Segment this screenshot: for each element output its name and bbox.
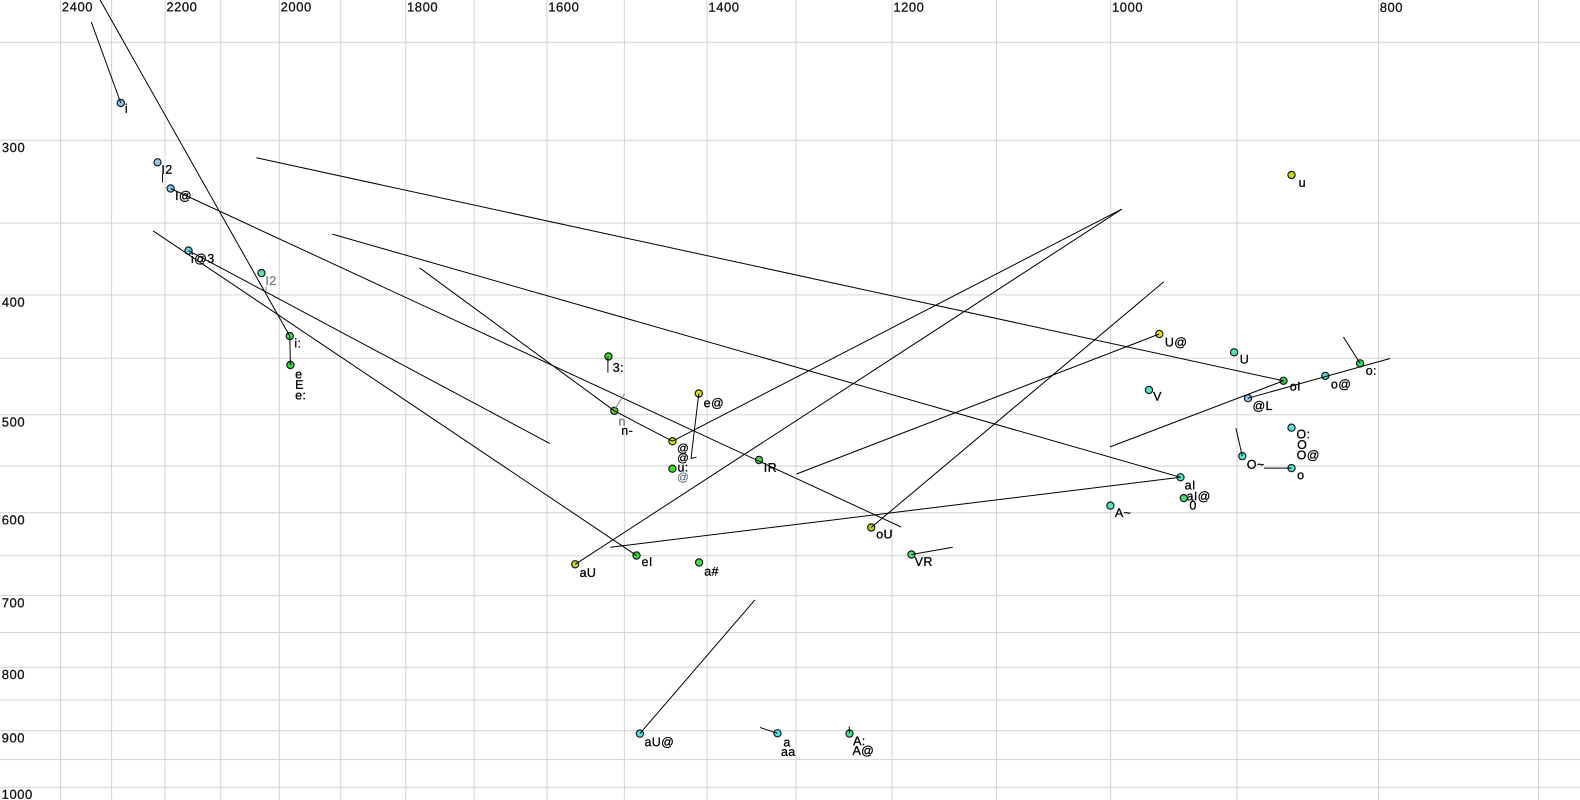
svg-text:O@: O@	[1297, 448, 1320, 462]
svg-text:U: U	[1240, 353, 1249, 367]
svg-text:600: 600	[2, 512, 25, 527]
svg-text:900: 900	[2, 730, 25, 745]
svg-text:300: 300	[2, 140, 25, 155]
svg-text:1600: 1600	[548, 0, 579, 15]
svg-text:2200: 2200	[166, 0, 197, 14]
svg-text:A@: A@	[852, 744, 874, 758]
svg-text:1000: 1000	[2, 787, 33, 800]
svg-text:E: E	[295, 378, 304, 392]
svg-text:@: @	[677, 453, 689, 465]
svg-text:400: 400	[2, 295, 25, 310]
svg-text:o@: o@	[1331, 377, 1351, 391]
svg-text:1400: 1400	[708, 0, 739, 15]
svg-text:@: @	[677, 472, 689, 484]
svg-text:700: 700	[2, 595, 25, 610]
svg-text:I@: I@	[175, 189, 192, 203]
svg-text:o:: o:	[1366, 364, 1377, 378]
svg-text:800: 800	[2, 667, 25, 682]
svg-text:2400: 2400	[62, 0, 93, 14]
svg-text:U@: U@	[1165, 335, 1187, 349]
svg-text:a: a	[783, 735, 790, 749]
svg-text:eI: eI	[642, 555, 653, 569]
svg-text:aI@: aI@	[1187, 489, 1211, 503]
svg-text:oU: oU	[876, 527, 893, 541]
svg-text:o: o	[1297, 468, 1304, 482]
svg-text:i@3: i@3	[191, 252, 214, 266]
svg-text:0: 0	[1189, 499, 1196, 513]
svg-text:aU@: aU@	[644, 735, 674, 749]
svg-text:V: V	[1153, 390, 1162, 404]
svg-text:u:: u:	[677, 461, 688, 475]
svg-text:IR: IR	[764, 461, 777, 475]
svg-text:1200: 1200	[893, 0, 924, 15]
svg-text:A:: A:	[853, 734, 866, 748]
svg-text:O:: O:	[1296, 427, 1310, 441]
svg-text:VR: VR	[915, 555, 933, 569]
svg-text:A~: A~	[1115, 506, 1131, 520]
svg-text:1800: 1800	[407, 0, 438, 14]
svg-text:a#: a#	[704, 564, 719, 578]
svg-text:aU: aU	[580, 566, 597, 580]
svg-text:oI: oI	[1290, 379, 1301, 393]
svg-text:3:: 3:	[613, 361, 624, 375]
svg-text:1000: 1000	[1112, 0, 1143, 15]
svg-text:@: @	[677, 443, 689, 455]
svg-text:I2: I2	[265, 274, 276, 288]
svg-text:I2: I2	[161, 163, 172, 177]
svg-text:i: i	[125, 102, 128, 116]
svg-text:500: 500	[2, 415, 25, 430]
svg-text:e: e	[295, 367, 302, 381]
svg-text:i:: i:	[294, 336, 301, 350]
svg-text:u: u	[1299, 176, 1306, 190]
svg-text:n-: n-	[621, 424, 633, 438]
svg-text:aI: aI	[1185, 478, 1196, 492]
svg-text:2000: 2000	[281, 0, 312, 14]
svg-text:n: n	[618, 414, 625, 428]
svg-text:aa: aa	[781, 745, 796, 759]
svg-text:e:: e:	[295, 388, 306, 402]
svg-text:O~: O~	[1247, 458, 1265, 472]
svg-text:800: 800	[1380, 0, 1403, 15]
svg-text:e@: e@	[704, 396, 724, 410]
svg-text:O: O	[1297, 438, 1307, 452]
svg-text:@L: @L	[1252, 399, 1272, 413]
